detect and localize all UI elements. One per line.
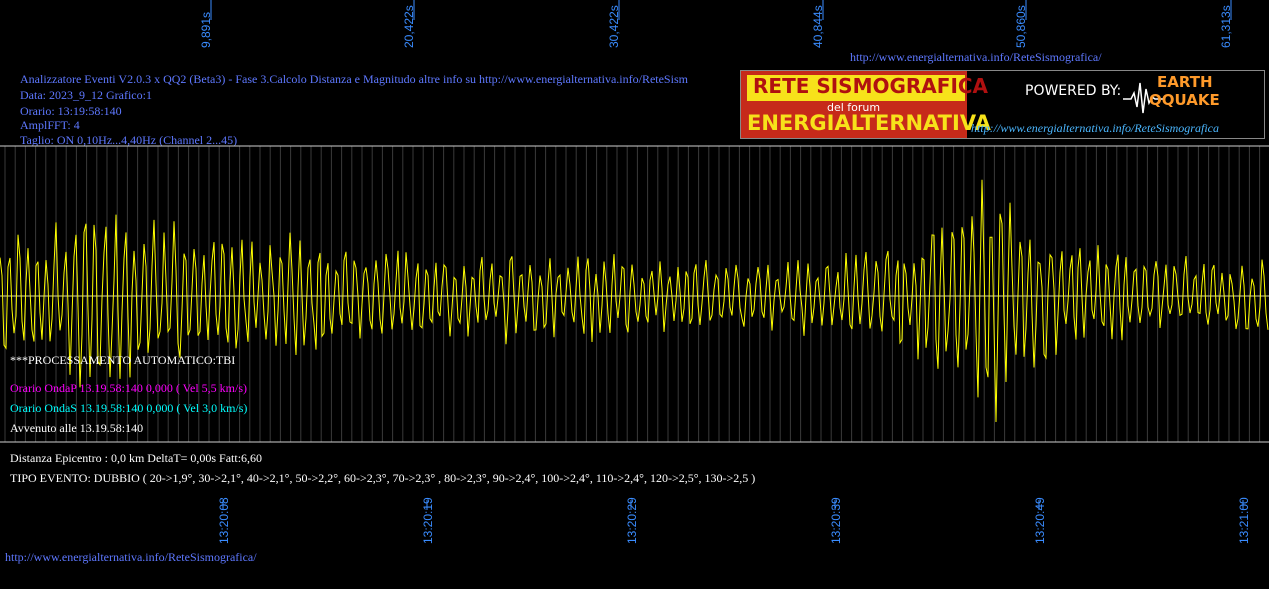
onda-p-time: Orario OndaP 13.19.58:140 0,000 ( Vel 5,… [10,381,247,395]
top-tick-label: 61,313s [1219,5,1233,48]
chart-grid [4,146,1261,442]
banner-powered-by: POWERED BY: [1025,83,1122,99]
earthquake-logo-bottom: QQUAKE [1149,91,1220,109]
header-line-taglio: Taglio: ON 0,10Hz...4,40Hz (Channel 2...… [20,133,238,147]
event-type: TIPO EVENTO: DUBBIO ( 20->1,9°, 30->2,1°… [10,471,756,485]
bottom-tick-label: 13:20:39 [829,497,843,544]
rete-sismografica-banner[interactable]: RETE SISMOGRAFICA del forum ENERGIALTERN… [740,70,1265,139]
bottom-tick-label: 13:21:00 [1237,497,1251,544]
axis-ticks [210,0,1244,510]
bottom-tick-label: 13:20:19 [421,497,435,544]
top-tick-label: 50,860s [1014,5,1028,48]
seismograph-logo-icon [1123,82,1163,114]
banner-title: RETE SISMOGRAFICA [753,74,989,98]
top-url[interactable]: http://www.energialternativa.info/ReteSi… [850,50,1102,64]
bottom-url[interactable]: http://www.energialternativa.info/ReteSi… [5,550,257,564]
banner-yellow-block [747,75,965,101]
top-tick-label: 30,422s [607,5,621,48]
header-line-time: Orario: 13:19:58:140 [20,104,122,118]
earthquake-logo-top: EARTH [1157,73,1213,91]
onda-s-time: Orario OndaS 13.19.58:140 0,000 ( Vel 3,… [10,401,248,415]
top-tick-label: 20,422s [402,5,416,48]
event-time: Avvenuto alle 13.19.58:140 [10,421,144,435]
header-line-amplfft: AmplFFT: 4 [20,118,80,132]
banner-forum-name: ENERGIALTERNATIVA [747,111,991,135]
banner-subtitle: del forum [827,101,881,114]
bottom-tick-label: 13:20:29 [625,497,639,544]
bottom-tick-label: 13:20:08 [217,497,231,544]
epicenter-distance: Distanza Epicentro : 0,0 km DeltaT= 0,00… [10,451,263,465]
processing-label: ***PROCESSAMENTO AUTOMATICO:TBI [10,353,236,367]
top-tick-label: 40,844s [811,5,825,48]
top-tick-label: 9,891s [199,11,213,48]
bottom-tick-label: 13:20:49 [1033,497,1047,544]
seismic-trace [0,179,1269,423]
banner-url[interactable]: http://www.energialternativa.info/ReteSi… [971,121,1219,135]
header-line-date: Data: 2023_9_12 Grafico:1 [20,88,152,102]
header-line-title: Analizzatore Eventi V2.0.3 x QQ2 (Beta3)… [20,72,688,86]
